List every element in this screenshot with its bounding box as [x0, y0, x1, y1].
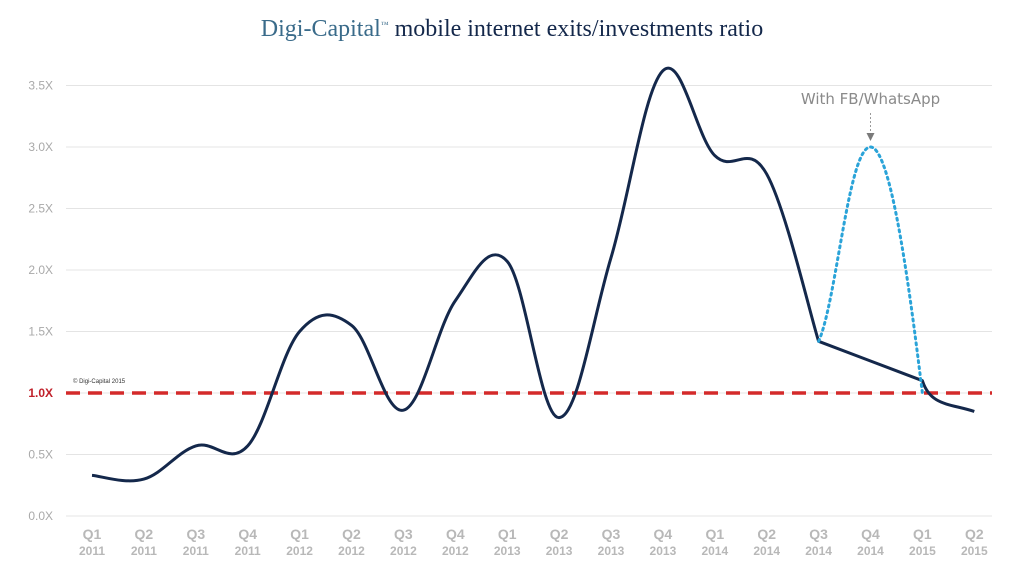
y-tick-label: 1.0X	[28, 386, 53, 400]
x-tick-year: 2015	[909, 544, 936, 558]
x-tick-quarter: Q1	[498, 526, 517, 542]
x-tick-quarter: Q4	[446, 526, 465, 542]
x-tick-quarter: Q4	[654, 526, 673, 542]
x-tick-year: 2011	[183, 544, 209, 558]
x-tick-year: 2011	[131, 544, 157, 558]
x-tick-year: 2014	[701, 544, 728, 558]
x-tick-quarter: Q2	[135, 526, 154, 542]
copyright-note: © Digi-Capital 2015	[73, 378, 126, 385]
x-tick-quarter: Q3	[602, 526, 621, 542]
x-tick-quarter: Q2	[757, 526, 776, 542]
x-tick-year: 2015	[961, 544, 988, 558]
x-tick-quarter: Q1	[290, 526, 309, 542]
x-tick-quarter: Q1	[913, 526, 932, 542]
x-tick-year: 2014	[857, 544, 884, 558]
x-tick-quarter: Q2	[965, 526, 984, 542]
x-tick-year: 2014	[753, 544, 780, 558]
x-tick-quarter: Q4	[238, 526, 257, 542]
y-tick-label: 2.0X	[28, 263, 53, 277]
x-tick-quarter: Q2	[342, 526, 361, 542]
x-tick-year: 2013	[598, 544, 625, 558]
series-line-main	[91, 66, 975, 483]
y-tick-label: 0.0X	[28, 509, 53, 523]
x-tick-year: 2012	[390, 544, 417, 558]
brand-name: Digi-Capital	[260, 16, 381, 42]
x-tick-quarter: Q3	[809, 526, 828, 542]
annotation-label: With FB/WhatsApp	[801, 90, 940, 108]
x-tick-year: 2013	[546, 544, 573, 558]
y-tick-label: 3.5X	[28, 79, 53, 93]
y-axis: 0.0X 0.5X 1.0X 1.5X 2.0X 2.5X 3.0X 3.5X	[28, 79, 53, 524]
y-tick-label: 3.0X	[28, 140, 53, 154]
x-tick-year: 2014	[805, 544, 832, 558]
x-tick-quarter: Q4	[861, 526, 880, 542]
y-tick-label: 2.5X	[28, 202, 53, 216]
series-line-with-fb-whatsapp	[817, 145, 924, 395]
x-axis: Q1 2011 Q2 2011 Q3 2011 Q4 2011 Q1 2012 Q2 2012 Q3 20…	[79, 526, 988, 558]
x-tick-year: 2012	[286, 544, 313, 558]
x-tick-year: 2012	[442, 544, 469, 558]
trademark-mark: ™	[380, 20, 389, 29]
grid-lines	[66, 85, 992, 517]
annotation-arrow-head	[866, 133, 875, 141]
x-tick-quarter: Q2	[550, 526, 569, 542]
x-tick-year: 2012	[338, 544, 365, 558]
x-tick-quarter: Q1	[83, 526, 102, 542]
x-tick-year: 2013	[494, 544, 521, 558]
x-tick-quarter: Q1	[705, 526, 724, 542]
y-tick-label: 0.5X	[28, 448, 53, 462]
x-tick-quarter: Q3	[186, 526, 205, 542]
y-tick-label: 1.5X	[28, 325, 53, 339]
x-tick-year: 2011	[79, 544, 105, 558]
annotation: With FB/WhatsApp	[801, 90, 940, 141]
x-tick-year: 2013	[650, 544, 677, 558]
x-tick-year: 2011	[235, 544, 261, 558]
chart-title: Digi-Capital™ mobile internet exits/inve…	[0, 16, 1024, 43]
x-tick-quarter: Q3	[394, 526, 413, 542]
title-text: mobile internet exits/investments ratio	[388, 16, 764, 42]
